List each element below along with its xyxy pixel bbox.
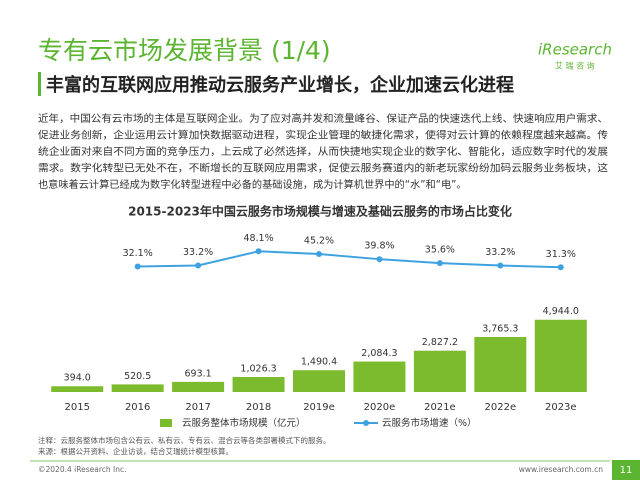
x-tick-label: 2018 <box>246 402 271 413</box>
paragraph-line: 统企业面对来自不同方面的竞争压力，上云成了必然选择，从而快捷地实现企业的数字化、… <box>38 145 608 158</box>
x-tick-label: 2023e <box>545 402 577 413</box>
line-point <box>376 256 383 263</box>
line-label: 48.1% <box>243 233 273 244</box>
paragraph: 近年，中国公有云市场的主体是互联网企业。为了应对高并发和流量峰谷、保证产品的快速… <box>38 112 608 191</box>
line-point <box>316 251 322 258</box>
line-label: 39.8% <box>364 241 394 252</box>
bar <box>413 350 466 392</box>
x-tick-label: 2016 <box>125 402 150 413</box>
line-label: 31.3% <box>546 249 576 260</box>
paragraph-line: 需求。数字化转型已无处不在，不断增长的互联网应用需求，促使云服务赛道内的新老玩家… <box>38 162 608 175</box>
page-number: 11 <box>620 465 633 476</box>
x-tick-label: 2022e <box>485 402 517 413</box>
legend-label: 云服务市场增速（%） <box>382 417 477 429</box>
line-label: 35.6% <box>425 245 455 256</box>
line-point <box>195 262 202 269</box>
slide-subtitle: 丰富的互联网应用推动云服务产业增长，企业加速云化进程 <box>46 74 514 96</box>
line-label: 33.2% <box>485 247 515 258</box>
bar <box>293 370 345 392</box>
x-tick-label: 2020e <box>364 402 396 413</box>
bar <box>111 384 164 392</box>
bar-label: 2,084.3 <box>361 348 397 359</box>
paragraph-line: 近年，中国公有云市场的主体是互联网企业。为了应对高并发和流量峰谷、保证产品的快速… <box>38 112 608 125</box>
logo-sub: 艾 瑞 咨 询 <box>555 61 595 71</box>
line-point <box>255 248 262 255</box>
paragraph-line: 也意味着云计算已经成为数字化转型进程中必备的基础设施，成为计算机世界中的“水”和… <box>38 178 467 191</box>
bar-label: 693.1 <box>185 368 212 379</box>
note: 来源：根据公开资料、企业访谈，结合艾瑞统计模型核算。 <box>38 446 233 456</box>
bar-label: 520.5 <box>124 371 151 382</box>
bar-label: 3,765.3 <box>482 323 518 334</box>
logo: iResearch <box>538 41 612 59</box>
legend-label: 云服务整体市场规模（亿元） <box>182 417 306 429</box>
bar <box>172 381 225 392</box>
line-label: 32.1% <box>123 248 153 259</box>
bar <box>534 319 587 392</box>
legend-swatch <box>160 419 172 427</box>
bar <box>353 361 406 392</box>
paragraph-line: 促进业务创新，企业运用云计算加快数据驱动进程，实现企业管理的敏捷化需求，使得对云… <box>38 129 608 142</box>
x-tick-label: 2019e <box>303 402 335 413</box>
subtitle-bar <box>38 72 41 96</box>
line <box>137 250 561 269</box>
x-tick-label: 2015 <box>64 402 89 413</box>
line-point <box>436 260 443 267</box>
bar-label: 2,827.2 <box>422 337 458 348</box>
bar <box>474 336 527 392</box>
plot: 2015 2016 2017 2018 2019e 2020e 2021e 2022e 2023… <box>51 233 587 429</box>
url: www.iresearch.com.cn <box>519 465 604 474</box>
copyright: ©2020.4 iResearch Inc. <box>38 465 126 474</box>
line-label: 33.2% <box>183 247 213 258</box>
bar-label: 1,490.4 <box>301 357 337 368</box>
x-tick-label: 2021e <box>424 402 456 413</box>
page-box <box>612 460 640 480</box>
bar-label: 394.0 <box>64 373 91 384</box>
legend-swatch <box>363 420 369 426</box>
bar <box>51 386 104 392</box>
line-label: 45.2% <box>304 236 334 247</box>
line-point <box>557 264 564 271</box>
slide-title: 专有云市场发展背景 (1/4) <box>38 36 331 65</box>
line-point <box>497 262 504 269</box>
bar-label: 4,944.0 <box>543 306 579 317</box>
line-point <box>134 263 141 270</box>
chart-title: 2015-2023年中国云服务市场规模与增速及基础云服务的市场占比变化 <box>128 204 512 219</box>
bar <box>232 377 285 392</box>
bar-label: 1,026.3 <box>240 364 276 375</box>
x-tick-label: 2017 <box>185 402 210 413</box>
note: 注释：云服务整体市场包含公有云、私有云、专有云、混合云等各类部署模式下的服务。 <box>38 435 331 445</box>
